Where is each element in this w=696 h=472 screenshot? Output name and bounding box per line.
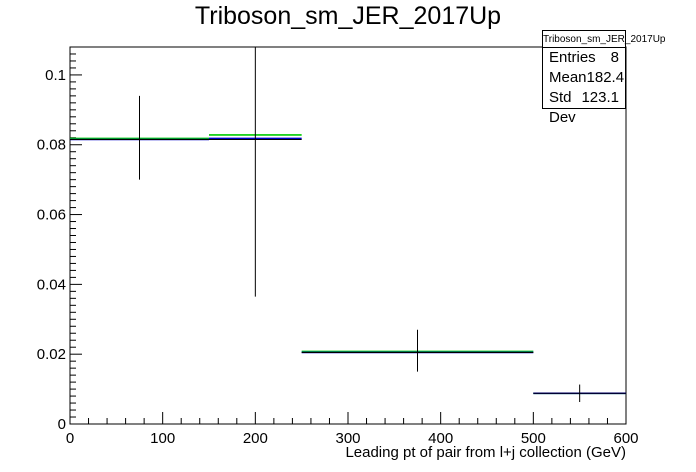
x-tick-label: 200 [243, 430, 268, 447]
x-tick-label: 100 [150, 430, 175, 447]
x-axis-label: Leading pt of pair from l+j collection (… [345, 444, 626, 461]
stats-row-stddev: Std Dev 123.1 [543, 88, 625, 126]
y-tick-label: 0.06 [37, 207, 66, 224]
chart-title: Triboson_sm_JER_2017Up [194, 2, 502, 30]
y-tick-label: 0 [58, 416, 66, 433]
stats-label: Std Dev [549, 89, 576, 126]
x-tick-label: 500 [521, 430, 546, 447]
stats-value: 182.4 [586, 69, 625, 86]
stats-row-mean: Mean 182.4 [543, 68, 625, 88]
stats-row-entries: Entries 8 [543, 48, 625, 68]
stats-label: Entries [549, 49, 596, 66]
x-tick-label: 0 [66, 430, 74, 447]
stats-box: Triboson_sm_JER_2017Up Entries 8 Mean 18… [542, 30, 665, 126]
stats-box-title: Triboson_sm_JER_2017Up [543, 31, 665, 48]
x-tick-label: 300 [335, 430, 360, 447]
y-tick-label: 0.1 [45, 67, 66, 84]
x-tick-label: 600 [613, 430, 638, 447]
y-tick-label: 0.02 [37, 346, 66, 363]
stats-value: 123.1 [581, 89, 619, 106]
y-tick-label: 0.04 [37, 276, 66, 293]
stats-value: 8 [610, 49, 619, 66]
y-tick-label: 0.08 [37, 137, 66, 154]
x-tick-label: 400 [428, 430, 453, 447]
stats-label: Mean [549, 69, 587, 86]
